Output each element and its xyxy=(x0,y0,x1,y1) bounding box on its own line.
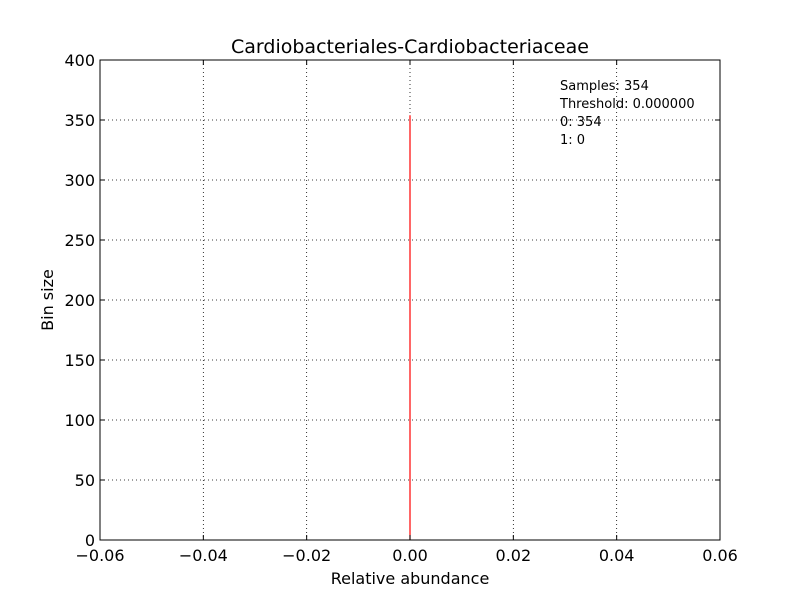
x-tick-label: 0.02 xyxy=(496,546,532,565)
x-tick-label: −0.06 xyxy=(75,546,124,565)
axis-ticks: −0.06 −0.04 −0.02 0.00 0.02 0.04 0.06 0 50 100 150… xyxy=(64,51,737,565)
y-tick-label: 50 xyxy=(75,471,95,490)
y-tick-label: 400 xyxy=(64,51,95,70)
x-tick-label: 0.04 xyxy=(599,546,635,565)
y-tick-label: 300 xyxy=(64,171,95,190)
annotation-line: 1: 0 xyxy=(560,133,585,148)
x-tick-label: 0.00 xyxy=(392,546,428,565)
x-axis-label: Relative abundance xyxy=(331,569,490,588)
y-tick-label: 350 xyxy=(64,111,95,130)
y-tick-label: 250 xyxy=(64,231,95,250)
chart-title: Cardiobacteriales-Cardiobacteriaceae xyxy=(231,36,589,58)
annotation-line: 0: 354 xyxy=(560,115,602,130)
y-tick-label: 100 xyxy=(64,411,95,430)
x-tick-label: −0.02 xyxy=(282,546,331,565)
y-tick-label: 200 xyxy=(64,291,95,310)
y-axis-label: Bin size xyxy=(38,269,57,331)
y-tick-label: 0 xyxy=(85,531,95,550)
x-tick-label: −0.04 xyxy=(179,546,228,565)
annotation-line: Threshold: 0.000000 xyxy=(559,97,695,112)
y-tick-label: 150 xyxy=(64,351,95,370)
x-tick-label: 0.06 xyxy=(702,546,738,565)
annotation-box: Samples: 354 Threshold: 0.000000 0: 354 1: … xyxy=(559,79,695,148)
annotation-line: Samples: 354 xyxy=(560,79,649,94)
